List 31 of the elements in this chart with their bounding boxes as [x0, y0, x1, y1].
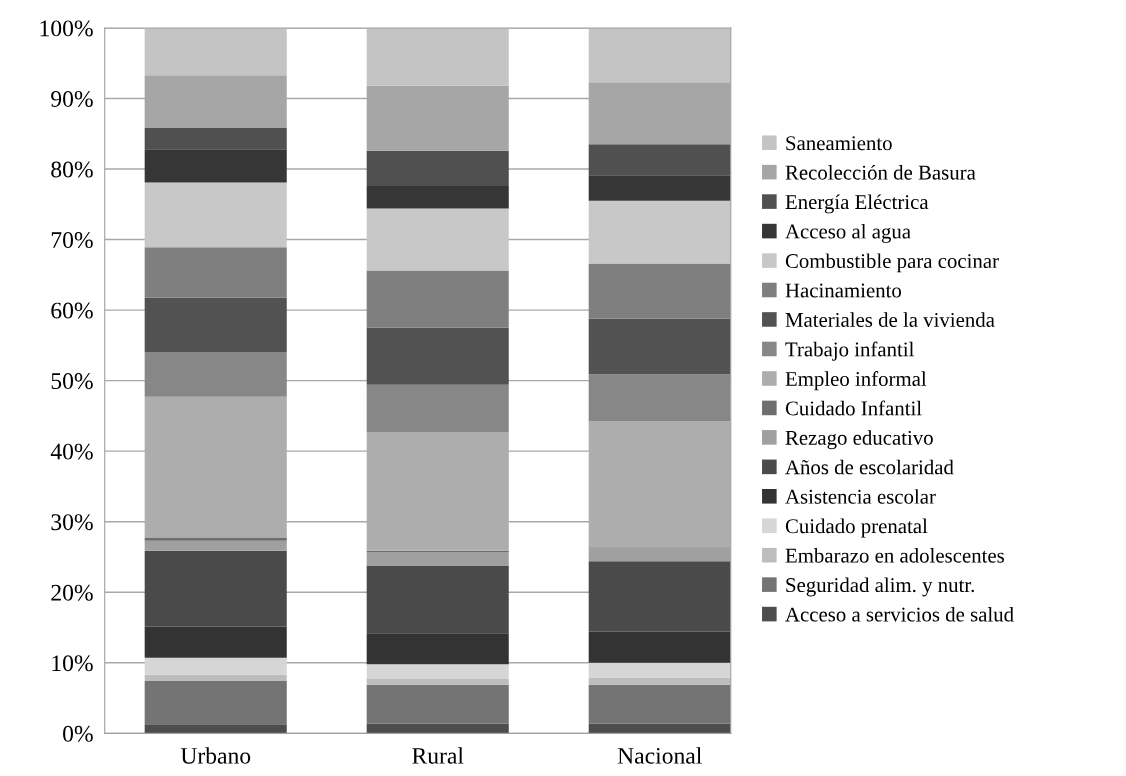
- legend-label: Trabajo infantil: [785, 341, 914, 361]
- y-tick-label: 80%: [51, 161, 93, 178]
- legend-label: Cuidado prenatal: [785, 518, 928, 538]
- legend-label: Hacinamiento: [785, 283, 902, 298]
- legend-label: Combustible para cocinar: [785, 253, 999, 273]
- legend-label: Acceso a servicios de salud: [785, 606, 1014, 622]
- legend-label: Asistencia escolar: [785, 489, 936, 504]
- legend-label: Embarazo en adolescentes: [785, 548, 1005, 563]
- legend-label: Seguridad alim. y nutr.: [786, 577, 974, 597]
- y-tick-label: 40%: [50, 443, 93, 460]
- legend-label: Recolección de Basura: [785, 164, 976, 180]
- y-tick-label: 10%: [52, 655, 93, 672]
- y-tick-label: 0%: [63, 725, 93, 742]
- legend-label: Acceso al agua: [785, 223, 911, 243]
- legend-label: Energía Eléctrica: [785, 194, 929, 214]
- y-tick-label: 70%: [51, 232, 93, 249]
- legend-label: Saneamiento: [786, 136, 892, 151]
- legend-label: Empleo informal: [785, 371, 927, 391]
- y-tick-label: 90%: [51, 90, 93, 107]
- legend-label: Rezago educativo: [785, 430, 933, 450]
- legend-label: Materiales de la vivienda: [785, 312, 995, 327]
- legend-label: Cuidado Infantil: [785, 400, 922, 416]
- y-tick-label: 100%: [40, 20, 93, 37]
- y-tick-label: 20%: [51, 584, 93, 601]
- y-tick-label: 30%: [51, 514, 93, 531]
- x-tick-label: Rural: [412, 747, 464, 764]
- y-tick-label: 60%: [51, 302, 93, 319]
- x-tick-label: Nacional: [617, 747, 702, 764]
- x-tick-label: Urbano: [180, 747, 251, 764]
- y-tick-label: 50%: [51, 373, 93, 390]
- legend-label: Años de escolaridad: [785, 459, 954, 475]
